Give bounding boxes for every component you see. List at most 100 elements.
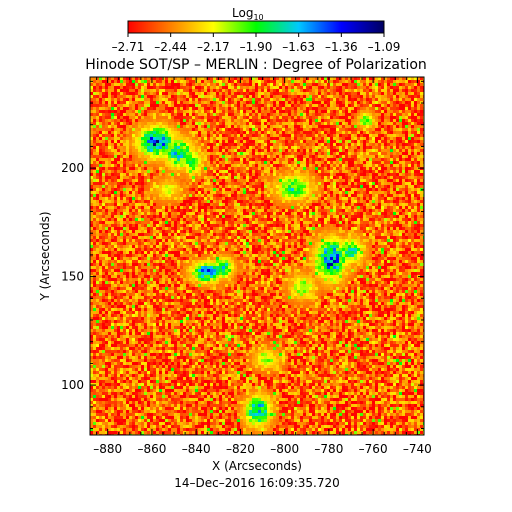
heatmap-cell (186, 125, 189, 128)
heatmap-cell (360, 89, 363, 92)
heatmap-cell (108, 170, 111, 173)
heatmap-cell (171, 179, 174, 182)
heatmap-cell (243, 161, 246, 164)
heatmap-cell (90, 86, 93, 89)
heatmap-cell (171, 92, 174, 95)
heatmap-cell (216, 158, 219, 161)
heatmap-cell (237, 206, 240, 209)
heatmap-cell (417, 128, 420, 131)
heatmap-cell (135, 86, 138, 89)
heatmap-cell (117, 95, 120, 98)
heatmap-cell (222, 83, 225, 86)
heatmap-cell (108, 80, 111, 83)
heatmap-cell (129, 95, 132, 98)
heatmap-cell (186, 122, 189, 125)
heatmap-cell (252, 140, 255, 143)
heatmap-cell (309, 194, 312, 197)
heatmap-cell (111, 161, 114, 164)
heatmap-cell (294, 149, 297, 152)
heatmap-cell (201, 191, 204, 194)
heatmap-cell (279, 137, 282, 140)
heatmap-cell (186, 170, 189, 173)
heatmap-cell (312, 140, 315, 143)
heatmap-cell (231, 161, 234, 164)
heatmap-cell (171, 161, 174, 164)
heatmap-cell (147, 194, 150, 197)
heatmap-cell (390, 200, 393, 203)
heatmap-cell (249, 92, 252, 95)
heatmap-cell (351, 170, 354, 173)
heatmap-cell (402, 200, 405, 203)
heatmap-cell (399, 107, 402, 110)
heatmap-cell (390, 170, 393, 173)
heatmap-cell (258, 179, 261, 182)
heatmap-cell (216, 170, 219, 173)
heatmap-cell (234, 113, 237, 116)
heatmap-cell (318, 122, 321, 125)
heatmap-cell (411, 107, 414, 110)
heatmap-cell (207, 116, 210, 119)
heatmap-cell (90, 185, 93, 188)
heatmap-cell (393, 98, 396, 101)
heatmap-cell (180, 185, 183, 188)
heatmap-cell (411, 131, 414, 134)
heatmap-cell (387, 149, 390, 152)
heatmap-cell (225, 203, 228, 206)
heatmap-cell (165, 77, 168, 80)
heatmap-cell (375, 122, 378, 125)
heatmap-cell (249, 167, 252, 170)
heatmap-cell (168, 95, 171, 98)
heatmap-cell (261, 164, 264, 167)
heatmap-cell (93, 158, 96, 161)
heatmap-cell (186, 164, 189, 167)
heatmap-cell (210, 191, 213, 194)
heatmap-cell (216, 167, 219, 170)
heatmap-cell (312, 161, 315, 164)
heatmap-cell (279, 113, 282, 116)
heatmap-cell (153, 173, 156, 176)
heatmap-cell (180, 164, 183, 167)
heatmap-cell (261, 89, 264, 92)
heatmap-cell (90, 110, 93, 113)
heatmap-cell (150, 131, 153, 134)
heatmap-cell (207, 104, 210, 107)
heatmap-cell (219, 131, 222, 134)
heatmap-cell (336, 143, 339, 146)
heatmap-cell (315, 107, 318, 110)
heatmap-cell (231, 77, 234, 80)
heatmap-cell (135, 146, 138, 149)
heatmap-cell (390, 176, 393, 179)
heatmap-cell (90, 149, 93, 152)
heatmap-cell (147, 80, 150, 83)
heatmap-cell (210, 107, 213, 110)
heatmap-cell (135, 167, 138, 170)
heatmap-cell (375, 131, 378, 134)
heatmap-cell (405, 128, 408, 131)
heatmap-cell (387, 122, 390, 125)
heatmap-cell (144, 167, 147, 170)
heatmap-cell (330, 107, 333, 110)
heatmap-cell (132, 179, 135, 182)
heatmap-cell (120, 143, 123, 146)
heatmap-cell (294, 137, 297, 140)
heatmap-cell (162, 134, 165, 137)
heatmap-cell (141, 206, 144, 209)
heatmap-cell (336, 152, 339, 155)
heatmap-cell (261, 98, 264, 101)
heatmap-cell (180, 140, 183, 143)
heatmap-cell (393, 104, 396, 107)
heatmap-cell (396, 92, 399, 95)
heatmap-cell (279, 95, 282, 98)
heatmap-cell (336, 83, 339, 86)
heatmap-cell (384, 206, 387, 209)
heatmap-cell (108, 203, 111, 206)
heatmap-cell (261, 203, 264, 206)
heatmap-cell (351, 161, 354, 164)
heatmap-cell (138, 104, 141, 107)
heatmap-cell (102, 101, 105, 104)
heatmap-cell (402, 140, 405, 143)
heatmap-cell (303, 173, 306, 176)
heatmap-cell (210, 188, 213, 191)
heatmap-cell (213, 167, 216, 170)
heatmap-cell (102, 146, 105, 149)
